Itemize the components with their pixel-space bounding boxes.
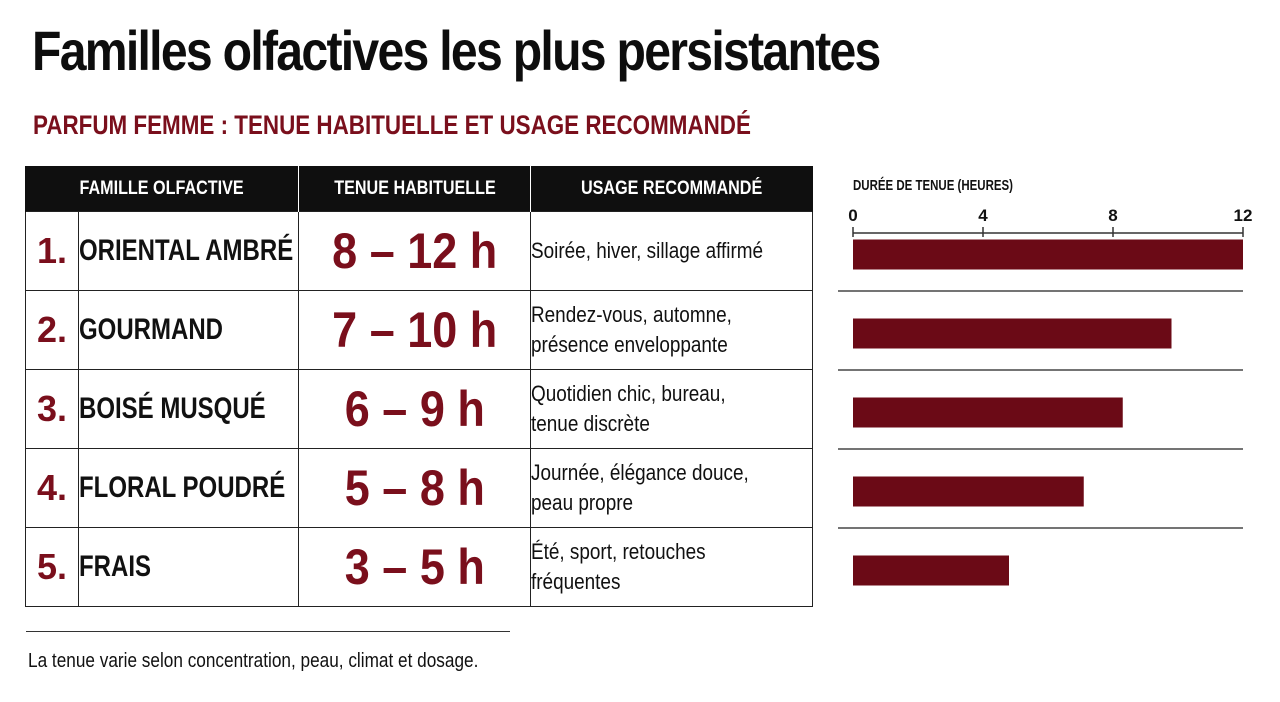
table-row: 3. BOISÉ MUSQUÉ 6 – 9 h Quotidien chic, … xyxy=(25,369,814,449)
row-family: BOISÉ MUSQUÉ xyxy=(77,369,300,449)
x-tick-label: 4 xyxy=(978,206,988,225)
x-tick-label: 0 xyxy=(848,206,857,225)
row-rank: 5. xyxy=(25,527,79,607)
row-usage: Rendez-vous, automne, présence enveloppa… xyxy=(530,290,814,370)
row-duration: 5 – 8 h xyxy=(298,448,532,528)
footnote: La tenue varie selon concentration, peau… xyxy=(28,650,479,672)
footnote-divider xyxy=(26,631,510,632)
chart-title: DURÉE DE TENUE (HEURES) xyxy=(853,177,1013,194)
row-usage: Soirée, hiver, sillage affirmé xyxy=(530,211,814,291)
row-rank: 3. xyxy=(25,369,79,449)
row-family: GOURMAND xyxy=(77,290,300,370)
row-rank: 2. xyxy=(25,290,79,370)
row-family: FRAIS xyxy=(77,527,300,607)
bar-1 xyxy=(853,239,1243,270)
page-subtitle: PARFUM FEMME : TENUE HABITUELLE ET USAGE… xyxy=(33,110,751,140)
row-usage: Quotidien chic, bureau, tenue discrète xyxy=(530,369,814,449)
table-row: 2. GOURMAND 7 – 10 h Rendez-vous, automn… xyxy=(25,290,814,370)
bar-2 xyxy=(853,318,1172,349)
row-duration: 7 – 10 h xyxy=(298,290,532,370)
table-row: 5. FRAIS 3 – 5 h Été, sport, retouches f… xyxy=(25,527,814,607)
fragrance-table: FAMILLE OLFACTIVE TENUE HABITUELLE USAGE… xyxy=(24,166,814,607)
bar-5 xyxy=(853,555,1009,586)
header-famille: FAMILLE OLFACTIVE xyxy=(24,166,300,212)
bar-4 xyxy=(853,476,1084,507)
x-tick-label: 8 xyxy=(1108,206,1117,225)
page-title: Familles olfactives les plus persistante… xyxy=(32,19,881,82)
duration-bar-chart: DURÉE DE TENUE (HEURES) 0 4 8 12 xyxy=(838,177,1253,586)
row-usage: Été, sport, retouches fréquentes xyxy=(530,527,814,607)
row-rank: 4. xyxy=(25,448,79,528)
row-usage: Journée, élégance douce, peau propre xyxy=(530,448,814,528)
table-row: 4. FLORAL POUDRÉ 5 – 8 h Journée, élégan… xyxy=(25,448,814,528)
row-family: FLORAL POUDRÉ xyxy=(77,448,300,528)
row-duration: 8 – 12 h xyxy=(298,211,532,291)
header-usage: USAGE RECOMMANDÉ xyxy=(530,166,814,212)
x-tick-label: 12 xyxy=(1234,206,1253,225)
header-tenue: TENUE HABITUELLE xyxy=(298,166,532,212)
table-header-row: FAMILLE OLFACTIVE TENUE HABITUELLE USAGE… xyxy=(24,166,814,212)
row-rank: 1. xyxy=(25,211,79,291)
row-duration: 3 – 5 h xyxy=(298,527,532,607)
row-duration: 6 – 9 h xyxy=(298,369,532,449)
row-family: ORIENTAL AMBRÉ xyxy=(77,211,300,291)
bar-3 xyxy=(853,397,1123,428)
table-row: 1. ORIENTAL AMBRÉ 8 – 12 h Soirée, hiver… xyxy=(25,211,814,291)
